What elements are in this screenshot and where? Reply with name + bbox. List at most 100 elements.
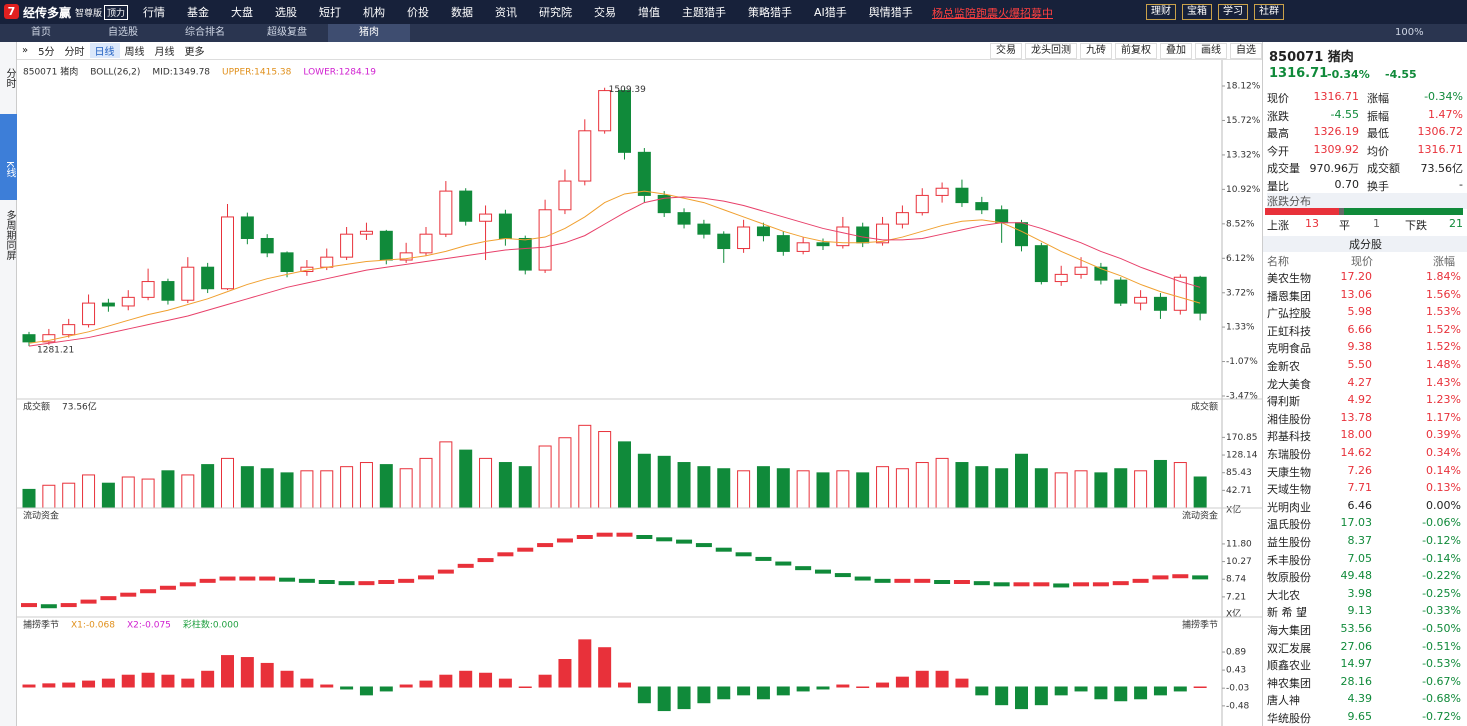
menu-item[interactable]: 交易 (594, 6, 616, 19)
flow-step (398, 578, 415, 583)
tool-button[interactable]: 前复权 (1115, 42, 1157, 59)
top-button[interactable]: 学习 (1218, 4, 1248, 20)
menu-item[interactable]: AI猎手 (814, 6, 847, 19)
stock-name[interactable]: 正虹科技 (1267, 324, 1311, 338)
stock-name[interactable]: 龙大美食 (1267, 377, 1311, 391)
column-header: 现价 (1351, 255, 1373, 268)
collapse[interactable]: » (22, 45, 29, 56)
menu-item[interactable]: 大盘 (231, 6, 253, 19)
period-button[interactable]: 月线 (154, 47, 175, 58)
menu-item[interactable]: 行情 (143, 6, 165, 19)
stock-pct: 0.13% (1426, 481, 1461, 495)
top-button[interactable]: 宝箱 (1182, 4, 1212, 20)
menu-item[interactable]: 机构 (363, 6, 385, 19)
side-tab[interactable]: K线 (0, 114, 17, 200)
stock-name[interactable]: 温氏股份 (1267, 518, 1311, 532)
stock-name[interactable]: 新 希 望 (1267, 606, 1307, 620)
flow-step (1033, 582, 1050, 587)
flow-step (517, 547, 534, 552)
tool-button[interactable]: 画线 (1195, 42, 1227, 59)
bar (538, 674, 552, 688)
tab[interactable]: 首页 (31, 27, 51, 38)
bar (558, 659, 572, 688)
stock-name[interactable]: 顺鑫农业 (1267, 659, 1311, 673)
stock-name[interactable]: 播恩集团 (1267, 289, 1311, 303)
tool-button[interactable]: 龙头回测 (1025, 42, 1077, 59)
tool-button[interactable]: 叠加 (1160, 42, 1192, 59)
bar (836, 684, 850, 688)
side-tab[interactable]: 多周期同屏 (4, 210, 15, 260)
tab[interactable]: 超级复盘 (267, 27, 307, 38)
tab[interactable]: 猪肉 (328, 24, 410, 42)
quote-panel: 850071 猪肉 1316.71 -0.34% -4.55 现价 1316.71 涨幅 -0… (1262, 42, 1467, 726)
stock-pct: -0.22% (1422, 569, 1461, 583)
top-button[interactable]: 社群 (1254, 4, 1284, 20)
bar (657, 455, 671, 509)
stock-name[interactable]: 东瑞股份 (1267, 448, 1311, 461)
period-button[interactable]: 日线 (89, 43, 120, 58)
stock-name[interactable]: 光明肉业 (1267, 500, 1311, 514)
stock-name[interactable]: 华统股份 (1267, 712, 1311, 725)
bar (618, 682, 631, 688)
stock-name[interactable]: 湘佳股份 (1267, 412, 1311, 426)
bar (240, 466, 254, 509)
menu-item[interactable]: 数据 (451, 6, 473, 19)
bar (62, 682, 76, 688)
stock-name[interactable]: 得利斯 (1267, 395, 1300, 409)
stock-name[interactable]: 邦基科技 (1267, 430, 1311, 444)
menu-item[interactable]: 主题猎手 (682, 6, 726, 19)
stock-name[interactable]: 美农生物 (1267, 272, 1311, 285)
stock-name[interactable]: 金新农 (1267, 360, 1300, 373)
stock-name[interactable]: 天域生物 (1267, 483, 1311, 497)
stock-name[interactable]: 克明食品 (1267, 342, 1311, 356)
period-button[interactable]: 5分 (38, 47, 55, 58)
menu-item[interactable]: 增值 (638, 6, 660, 19)
bar (955, 462, 969, 509)
stock-name[interactable]: 牧原股份 (1267, 571, 1311, 585)
menu-item[interactable]: 策略猎手 (748, 6, 792, 19)
side-tab[interactable]: 分时 (4, 68, 15, 88)
stock-name[interactable]: 海大集团 (1267, 624, 1311, 637)
flow-step (259, 576, 276, 581)
menu-item[interactable]: 资讯 (495, 6, 517, 19)
tool-button[interactable]: 九砖 (1080, 42, 1112, 59)
tab[interactable]: 综合排名 (185, 27, 225, 38)
bar (1153, 686, 1167, 696)
flow-step (100, 596, 117, 601)
stock-price: 18.00 (1340, 428, 1373, 442)
top-button[interactable]: 理财 (1146, 4, 1176, 20)
menu-item[interactable]: 研究院 (539, 6, 572, 19)
stock-pct: 1.43% (1426, 375, 1461, 389)
menu-item[interactable]: 基金 (187, 6, 209, 19)
field-label: 最低 (1367, 127, 1389, 140)
stock-name[interactable]: 天康生物 (1267, 465, 1311, 479)
unit-label: X亿 (1226, 504, 1241, 516)
stock-name[interactable]: 神农集团 (1267, 676, 1311, 690)
y-tick-label: -0.48 (1226, 701, 1250, 711)
stock-name[interactable]: 大北农 (1267, 588, 1300, 602)
bar (578, 424, 592, 509)
period-button[interactable]: 更多 (184, 47, 205, 58)
stock-name[interactable]: 禾丰股份 (1267, 553, 1311, 567)
menu-item[interactable]: 短打 (319, 6, 341, 19)
stock-name[interactable]: 广弘控股 (1267, 307, 1311, 321)
y-tick-label: 3.72% (1226, 288, 1255, 298)
period-button[interactable]: 周线 (124, 47, 145, 58)
promo[interactable]: 杨总监陪跑震火爆招募中 (932, 7, 1053, 20)
stock-name[interactable]: 益生股份 (1267, 536, 1311, 549)
candle-body (995, 209, 1009, 224)
candle-body (657, 194, 671, 214)
tab[interactable]: 自选股 (108, 27, 138, 38)
menu-item[interactable]: 舆情猎手 (868, 6, 913, 19)
quote-price: 1316.71 (1269, 66, 1329, 81)
tool-button[interactable]: 交易 (990, 42, 1022, 59)
bar (637, 453, 651, 509)
bar (379, 464, 393, 509)
tool-button[interactable]: 自选 (1230, 42, 1262, 59)
period-button[interactable]: 分时 (64, 47, 85, 58)
menu-item[interactable]: 价投 (407, 6, 429, 19)
stock-name[interactable]: 唐人神 (1267, 694, 1300, 708)
menu-item[interactable]: 选股 (275, 6, 297, 19)
stock-name[interactable]: 双汇发展 (1267, 641, 1311, 655)
stock-pct: -0.67% (1422, 674, 1461, 688)
